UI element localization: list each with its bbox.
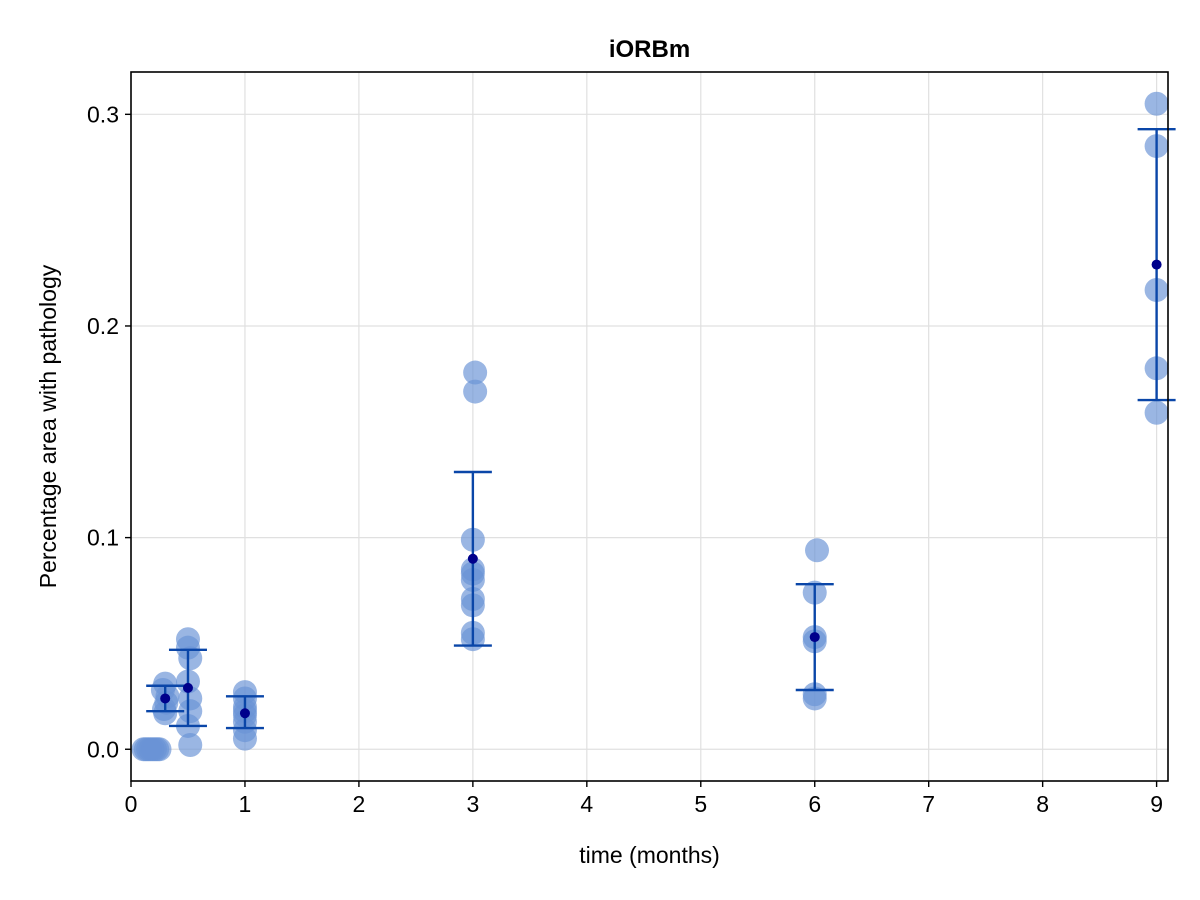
x-tick-label: 0: [125, 791, 138, 817]
data-point: [178, 646, 203, 671]
y-axis-label: Percentage area with pathology: [35, 264, 61, 588]
data-point: [463, 379, 488, 404]
y-tick-label: 0.2: [87, 313, 119, 339]
mean-marker: [182, 682, 193, 693]
plot-frame: [130, 71, 1169, 782]
ticks-layer: 0 1 2 3 4 5 6 7 8 9 0.0 0.1 0.2 0.3: [87, 101, 1163, 817]
data-point: [463, 360, 488, 385]
data-point: [153, 701, 178, 726]
x-tick-label: 8: [1036, 791, 1049, 817]
x-axis-label: time (months): [579, 842, 720, 868]
chart-title: iORBm: [609, 36, 690, 63]
x-tick-label: 7: [922, 791, 935, 817]
y-tick-label: 0.0: [87, 736, 119, 762]
mean-marker: [1151, 259, 1162, 270]
mean-layer: [160, 259, 1162, 719]
data-point: [147, 737, 172, 762]
x-tick-label: 3: [466, 791, 479, 817]
x-tick-label: 6: [808, 791, 821, 817]
data-point: [802, 686, 827, 711]
x-tick-label: 2: [353, 791, 366, 817]
x-tick-label: 5: [694, 791, 707, 817]
y-tick-label: 0.1: [87, 525, 119, 551]
x-tick-label: 4: [580, 791, 593, 817]
data-point: [178, 733, 203, 758]
mean-marker: [160, 693, 171, 704]
data-point: [1144, 400, 1169, 425]
y-tick-label: 0.3: [87, 101, 119, 127]
data-point: [232, 726, 257, 751]
x-tick-label: 1: [239, 791, 252, 817]
mean-marker: [809, 632, 820, 643]
x-tick-label: 9: [1150, 791, 1163, 817]
mean-marker: [467, 553, 478, 564]
data-point: [1144, 91, 1169, 116]
data-point: [805, 538, 830, 563]
mean-marker: [239, 708, 250, 719]
grid-layer: [130, 72, 1168, 781]
